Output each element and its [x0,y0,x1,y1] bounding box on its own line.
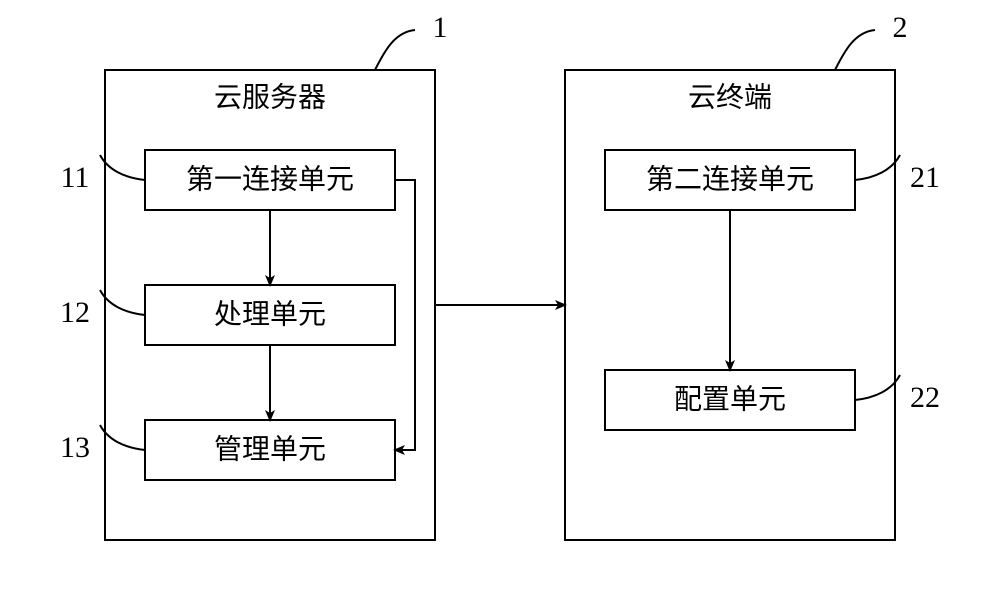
callout-21: 21 [855,155,940,194]
arrows-layer [270,180,730,450]
callout-1: 1 [375,11,448,70]
node-label: 处理单元 [214,298,326,330]
node-label: 配置单元 [674,383,786,415]
node-config-unit: 配置单元 [605,370,855,430]
callout-1-leader [375,30,415,70]
callout-11: 11 [61,155,145,194]
container-terminal-title: 云终端 [688,81,772,113]
callout-12-label: 12 [60,296,90,329]
callout-12: 12 [60,290,145,329]
callout-13: 13 [60,425,145,464]
callout-2-label: 2 [893,11,908,44]
node-processing-unit: 处理单元 [145,285,395,345]
callout-21-leader [855,155,900,180]
callout-13-leader [100,425,145,450]
node-management-unit: 管理单元 [145,420,395,480]
callout-2: 2 [835,11,908,70]
node-first-connection-unit: 第一连接单元 [145,150,395,210]
container-server-title: 云服务器 [214,81,326,113]
first-to-manage [395,180,415,450]
callout-21-label: 21 [910,161,940,194]
callout-12-leader [100,290,145,315]
callout-2-leader [835,30,875,70]
callout-11-label: 11 [61,161,90,194]
callouts-layer: 121112132122 [60,11,940,464]
node-label: 第二连接单元 [646,163,814,195]
callout-13-label: 13 [60,431,90,464]
node-label: 管理单元 [214,433,326,465]
callout-22: 22 [855,375,940,414]
diagram-canvas: 云服务器 云终端 第一连接单元 处理单元 管理单元 第二连接单元 配置单元 12… [0,0,1000,614]
callout-11-leader [100,155,145,180]
callout-22-leader [855,375,900,400]
node-second-connection-unit: 第二连接单元 [605,150,855,210]
node-label: 第一连接单元 [186,163,354,195]
callout-22-label: 22 [910,381,940,414]
callout-1-label: 1 [433,11,448,44]
